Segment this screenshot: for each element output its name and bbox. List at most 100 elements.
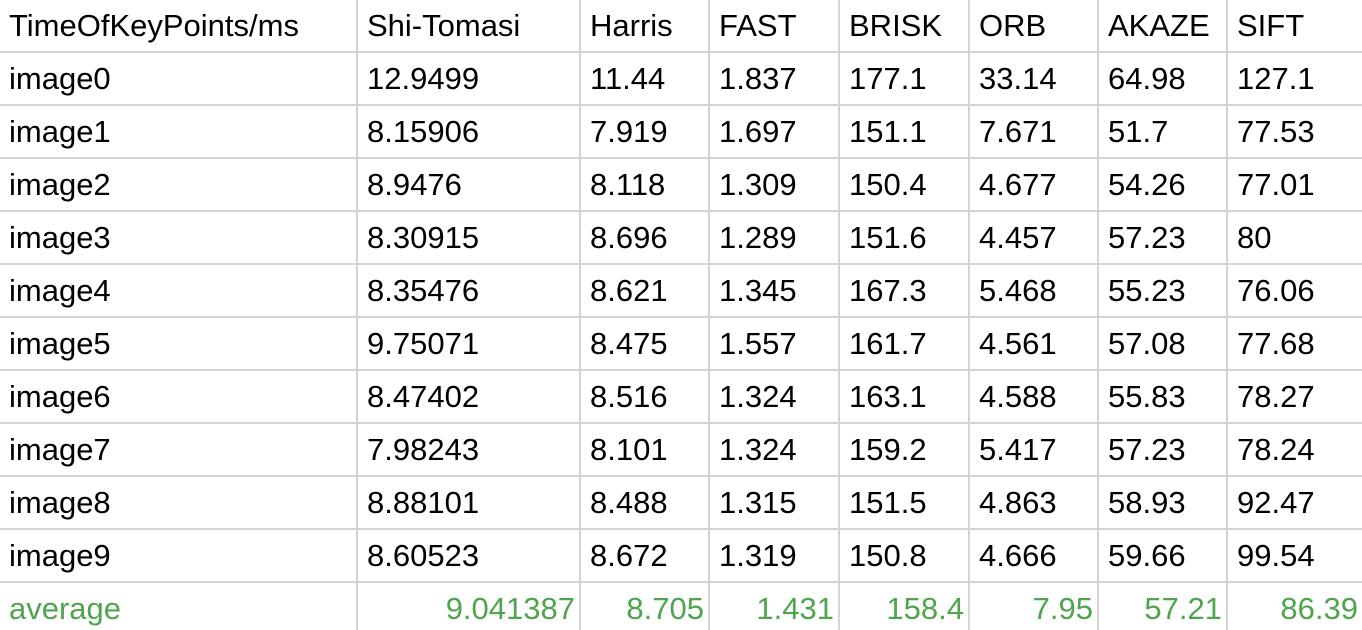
cell-harris[interactable]: 11.44 xyxy=(579,51,710,106)
cell-fast[interactable]: 1.324 xyxy=(708,422,840,477)
cell-akaze[interactable]: 57.23 xyxy=(1097,210,1228,265)
cell-harris[interactable]: 8.696 xyxy=(579,210,710,265)
cell-fast[interactable]: 1.431 xyxy=(708,581,840,630)
cell-sift[interactable]: 127.1 xyxy=(1226,51,1362,106)
cell-shi-tomasi[interactable]: 9.75071 xyxy=(356,316,581,371)
cell-sift[interactable]: 77.53 xyxy=(1226,104,1362,159)
cell-fast[interactable]: 1.309 xyxy=(708,157,840,212)
cell-brisk[interactable]: 150.4 xyxy=(838,157,970,212)
cell-harris[interactable]: 8.488 xyxy=(579,475,710,530)
cell-brisk[interactable]: 158.4 xyxy=(838,581,970,630)
cell-orb[interactable]: ORB xyxy=(968,0,1099,53)
cell-label[interactable]: image3 xyxy=(0,210,358,265)
cell-brisk[interactable]: BRISK xyxy=(838,0,970,53)
cell-orb[interactable]: 7.671 xyxy=(968,104,1099,159)
cell-brisk[interactable]: 167.3 xyxy=(838,263,970,318)
cell-akaze[interactable]: 59.66 xyxy=(1097,528,1228,583)
cell-label[interactable]: image7 xyxy=(0,422,358,477)
cell-sift[interactable]: 80 xyxy=(1226,210,1362,265)
cell-orb[interactable]: 5.417 xyxy=(968,422,1099,477)
cell-sift[interactable]: 77.68 xyxy=(1226,316,1362,371)
cell-label[interactable]: image9 xyxy=(0,528,358,583)
cell-brisk[interactable]: 163.1 xyxy=(838,369,970,424)
cell-label[interactable]: image6 xyxy=(0,369,358,424)
cell-akaze[interactable]: 55.23 xyxy=(1097,263,1228,318)
cell-shi-tomasi[interactable]: 8.60523 xyxy=(356,528,581,583)
cell-orb[interactable]: 4.457 xyxy=(968,210,1099,265)
cell-akaze[interactable]: 51.7 xyxy=(1097,104,1228,159)
cell-sift[interactable]: 78.27 xyxy=(1226,369,1362,424)
table-row: image5 9.75071 8.475 1.557 161.7 4.561 57.08 77… xyxy=(0,316,1362,371)
cell-label[interactable]: image8 xyxy=(0,475,358,530)
cell-label[interactable]: average xyxy=(0,581,358,630)
cell-shi-tomasi[interactable]: 8.47402 xyxy=(356,369,581,424)
cell-sift[interactable]: 78.24 xyxy=(1226,422,1362,477)
cell-orb[interactable]: 33.14 xyxy=(968,51,1099,106)
cell-akaze[interactable]: AKAZE xyxy=(1097,0,1228,53)
cell-brisk[interactable]: 151.5 xyxy=(838,475,970,530)
cell-harris[interactable]: 8.118 xyxy=(579,157,710,212)
cell-fast[interactable]: 1.837 xyxy=(708,51,840,106)
cell-label[interactable]: image1 xyxy=(0,104,358,159)
cell-orb[interactable]: 4.863 xyxy=(968,475,1099,530)
cell-akaze[interactable]: 64.98 xyxy=(1097,51,1228,106)
cell-fast[interactable]: 1.319 xyxy=(708,528,840,583)
cell-shi-tomasi[interactable]: Shi-Tomasi xyxy=(356,0,581,53)
cell-orb[interactable]: 5.468 xyxy=(968,263,1099,318)
cell-fast[interactable]: 1.697 xyxy=(708,104,840,159)
cell-label[interactable]: TimeOfKeyPoints/ms xyxy=(0,0,358,53)
cell-shi-tomasi[interactable]: 8.9476 xyxy=(356,157,581,212)
cell-brisk[interactable]: 159.2 xyxy=(838,422,970,477)
cell-orb[interactable]: 4.588 xyxy=(968,369,1099,424)
cell-brisk[interactable]: 161.7 xyxy=(838,316,970,371)
table-row: image3 8.30915 8.696 1.289 151.6 4.457 57.23 80 xyxy=(0,210,1362,265)
cell-harris[interactable]: 8.621 xyxy=(579,263,710,318)
cell-harris[interactable]: 8.516 xyxy=(579,369,710,424)
cell-akaze[interactable]: 57.08 xyxy=(1097,316,1228,371)
cell-sift[interactable]: 76.06 xyxy=(1226,263,1362,318)
cell-harris[interactable]: 8.101 xyxy=(579,422,710,477)
cell-akaze[interactable]: 57.23 xyxy=(1097,422,1228,477)
cell-harris[interactable]: Harris xyxy=(579,0,710,53)
cell-shi-tomasi[interactable]: 12.9499 xyxy=(356,51,581,106)
cell-akaze[interactable]: 54.26 xyxy=(1097,157,1228,212)
cell-orb[interactable]: 4.677 xyxy=(968,157,1099,212)
cell-shi-tomasi[interactable]: 9.041387 xyxy=(356,581,581,630)
cell-akaze[interactable]: 57.21 xyxy=(1097,581,1228,630)
cell-label[interactable]: image4 xyxy=(0,263,358,318)
cell-harris[interactable]: 7.919 xyxy=(579,104,710,159)
cell-orb[interactable]: 7.95 xyxy=(968,581,1099,630)
cell-brisk[interactable]: 151.1 xyxy=(838,104,970,159)
cell-label[interactable]: image5 xyxy=(0,316,358,371)
cell-orb[interactable]: 4.666 xyxy=(968,528,1099,583)
cell-harris[interactable]: 8.672 xyxy=(579,528,710,583)
cell-fast[interactable]: 1.345 xyxy=(708,263,840,318)
cell-shi-tomasi[interactable]: 8.35476 xyxy=(356,263,581,318)
average-row: average 9.041387 8.705 1.431 158.4 7.95 57.21 8… xyxy=(0,581,1362,630)
cell-sift[interactable]: 99.54 xyxy=(1226,528,1362,583)
cell-orb[interactable]: 4.561 xyxy=(968,316,1099,371)
cell-sift[interactable]: 86.39 xyxy=(1226,581,1362,630)
cell-label[interactable]: image2 xyxy=(0,157,358,212)
cell-shi-tomasi[interactable]: 7.98243 xyxy=(356,422,581,477)
cell-label[interactable]: image0 xyxy=(0,51,358,106)
cell-fast[interactable]: 1.324 xyxy=(708,369,840,424)
cell-fast[interactable]: 1.557 xyxy=(708,316,840,371)
cell-shi-tomasi[interactable]: 8.88101 xyxy=(356,475,581,530)
cell-fast[interactable]: FAST xyxy=(708,0,840,53)
cell-fast[interactable]: 1.315 xyxy=(708,475,840,530)
cell-harris[interactable]: 8.475 xyxy=(579,316,710,371)
cell-sift[interactable]: 77.01 xyxy=(1226,157,1362,212)
cell-akaze[interactable]: 55.83 xyxy=(1097,369,1228,424)
cell-akaze[interactable]: 58.93 xyxy=(1097,475,1228,530)
cell-shi-tomasi[interactable]: 8.30915 xyxy=(356,210,581,265)
cell-fast[interactable]: 1.289 xyxy=(708,210,840,265)
cell-brisk[interactable]: 150.8 xyxy=(838,528,970,583)
cell-sift[interactable]: SIFT xyxy=(1226,0,1362,53)
cell-brisk[interactable]: 151.6 xyxy=(838,210,970,265)
cell-brisk[interactable]: 177.1 xyxy=(838,51,970,106)
cell-shi-tomasi[interactable]: 8.15906 xyxy=(356,104,581,159)
cell-harris[interactable]: 8.705 xyxy=(579,581,710,630)
cell-sift[interactable]: 92.47 xyxy=(1226,475,1362,530)
